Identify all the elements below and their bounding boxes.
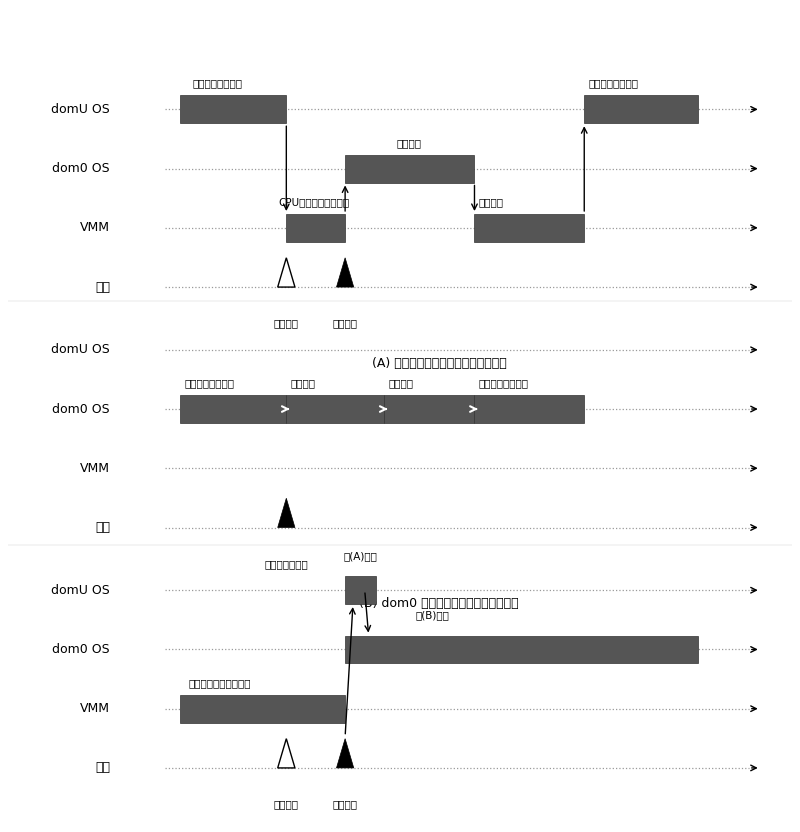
Text: VMM: VMM (80, 702, 110, 716)
Text: (A) 其它操作系统正在运行时中断到达: (A) 其它操作系统正在运行时中断到达 (372, 357, 506, 369)
Text: CPU通知虚拟机监控器: CPU通知虚拟机监控器 (278, 197, 350, 207)
Bar (181, 96, 286, 123)
Bar (474, 395, 584, 423)
Text: 操作系统恢复运行: 操作系统恢复运行 (478, 378, 528, 388)
Bar (345, 577, 377, 604)
Text: 操作系统恢复运行: 操作系统恢复运行 (588, 78, 638, 88)
Text: 中断: 中断 (95, 280, 110, 294)
Text: dom0 OS: dom0 OS (52, 643, 110, 656)
Text: 处理完毕: 处理完毕 (478, 197, 503, 207)
Text: (B) dom0 操作系统正在运行时中断到达: (B) dom0 操作系统正在运行时中断到达 (359, 597, 519, 610)
Bar (584, 96, 698, 123)
Text: 按(A)处理: 按(A)处理 (344, 551, 378, 561)
Bar (384, 395, 474, 423)
Text: 按(B)处理: 按(B)处理 (416, 610, 450, 620)
Text: domU OS: domU OS (51, 103, 110, 116)
Text: domU OS: domU OS (51, 344, 110, 356)
Text: dom0 OS: dom0 OS (52, 162, 110, 175)
Text: VMM: VMM (80, 462, 110, 475)
Bar (345, 636, 698, 663)
Text: 虚拟机监控器正在运行: 虚拟机监控器正在运行 (188, 678, 251, 688)
Bar (286, 214, 345, 242)
Text: 中断: 中断 (95, 761, 110, 775)
Text: 中断处理: 中断处理 (397, 138, 422, 148)
Text: dom0 OS: dom0 OS (52, 403, 110, 415)
Text: 中断到达并触发: 中断到达并触发 (265, 559, 308, 569)
Text: 中断: 中断 (95, 521, 110, 534)
Text: 中断到达: 中断到达 (274, 319, 299, 329)
Text: 处理完毕: 处理完毕 (388, 378, 414, 388)
Polygon shape (278, 498, 295, 527)
Text: domU OS: domU OS (51, 584, 110, 597)
Text: 操作系统正在运行: 操作系统正在运行 (192, 78, 242, 88)
Polygon shape (337, 739, 354, 768)
Bar (474, 214, 584, 242)
Bar (286, 395, 384, 423)
Text: 中断到达: 中断到达 (274, 800, 299, 810)
Text: 中断触发: 中断触发 (333, 800, 358, 810)
Bar (181, 395, 286, 423)
Text: 中断处理: 中断处理 (290, 378, 315, 388)
Polygon shape (337, 258, 354, 287)
Text: 中断触发: 中断触发 (333, 319, 358, 329)
Text: VMM: VMM (80, 221, 110, 235)
Bar (181, 695, 345, 723)
Text: 操作系统正在运行: 操作系统正在运行 (184, 378, 234, 388)
Bar (345, 155, 474, 182)
